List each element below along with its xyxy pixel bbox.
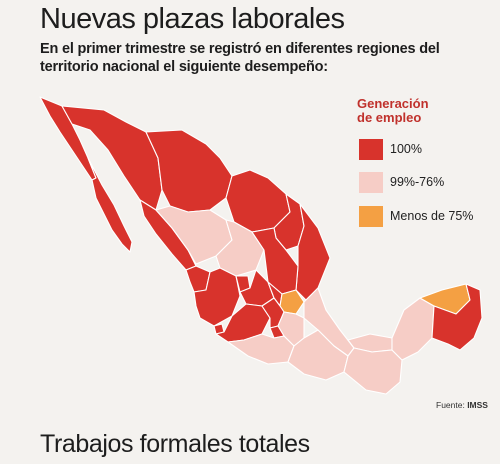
source-name: IMSS xyxy=(467,400,488,410)
region-jalisco xyxy=(193,267,241,327)
region-guerrero xyxy=(227,333,295,365)
page-title: Nuevas plazas laborales xyxy=(40,3,345,35)
region-baja-california-sur xyxy=(87,157,133,253)
legend-title-line2: de empleo xyxy=(357,110,422,125)
legend-title: Generación de empleo xyxy=(357,97,457,125)
legend-title-line1: Generación xyxy=(357,96,429,111)
region-tamaulipas xyxy=(295,203,331,301)
region-chihuahua xyxy=(145,129,233,213)
source-note: Fuente: IMSS xyxy=(436,400,488,410)
region-chiapas xyxy=(343,347,403,395)
page-subtitle: En el primer trimestre se registró en di… xyxy=(40,41,440,75)
legend-swatch-100 xyxy=(359,139,383,160)
legend-swatch-99-76 xyxy=(359,172,383,193)
legend-swatch-less-75 xyxy=(359,206,383,227)
legend-label: 99%-76% xyxy=(390,175,445,189)
region-campeche xyxy=(391,297,435,361)
region-zacatecas xyxy=(215,219,265,277)
section-heading: Trabajos formales totales xyxy=(40,430,310,458)
region-quintana-roo xyxy=(431,283,483,351)
legend-label: 100% xyxy=(390,142,422,156)
legend-label: Menos de 75% xyxy=(390,209,474,223)
source-prefix: Fuente: xyxy=(436,400,468,410)
region-san-luis-potosi xyxy=(251,227,299,295)
